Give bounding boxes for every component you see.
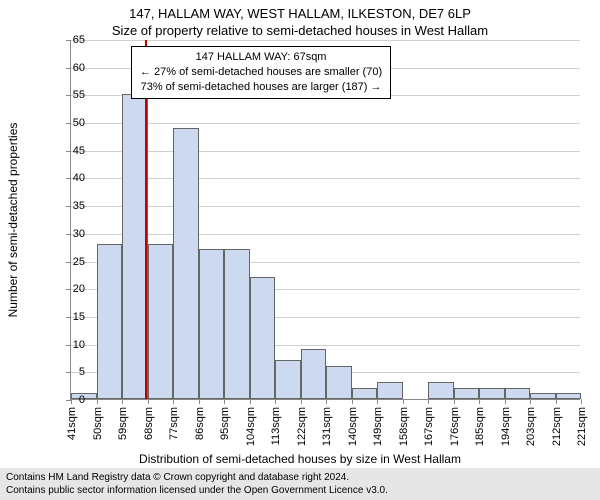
xtick-mark <box>352 399 353 404</box>
annotation-line2: ← 27% of semi-detached houses are smalle… <box>140 65 382 80</box>
xtick-label: 140sqm <box>347 407 359 451</box>
xtick-mark <box>454 399 455 404</box>
xtick-label: 194sqm <box>500 407 512 451</box>
histogram-bar <box>530 393 556 399</box>
xtick-mark <box>250 399 251 404</box>
ytick-label: 60 <box>35 62 85 74</box>
histogram-bar <box>250 277 276 399</box>
xtick-mark <box>224 399 225 404</box>
histogram-bar <box>148 244 174 399</box>
xtick-label: 104sqm <box>245 407 257 451</box>
histogram-bar <box>556 393 582 399</box>
histogram-bar <box>454 388 480 399</box>
histogram-bar <box>326 366 352 399</box>
xtick-mark <box>556 399 557 404</box>
ytick-label: 5 <box>35 366 85 378</box>
chart-title-line2: Size of property relative to semi-detach… <box>0 23 600 38</box>
xtick-mark <box>403 399 404 404</box>
xtick-label: 50sqm <box>92 407 104 451</box>
footer: Contains HM Land Registry data © Crown c… <box>0 468 600 500</box>
histogram-bar <box>352 388 378 399</box>
xtick-label: 221sqm <box>576 407 588 451</box>
xtick-label: 185sqm <box>474 407 486 451</box>
xtick-mark <box>122 399 123 404</box>
annotation-line3: 73% of semi-detached houses are larger (… <box>140 80 382 95</box>
plot-area: 147 HALLAM WAY: 67sqm ← 27% of semi-deta… <box>70 40 580 400</box>
ytick-label: 15 <box>35 311 85 323</box>
ytick-label: 30 <box>35 228 85 240</box>
ytick-label: 40 <box>35 172 85 184</box>
xtick-label: 158sqm <box>398 407 410 451</box>
footer-line1: Contains HM Land Registry data © Crown c… <box>6 471 594 484</box>
ytick-label: 10 <box>35 339 85 351</box>
x-axis-label: Distribution of semi-detached houses by … <box>0 452 600 466</box>
ytick-label: 65 <box>35 34 85 46</box>
xtick-mark <box>148 399 149 404</box>
xtick-label: 203sqm <box>525 407 537 451</box>
histogram-bar <box>224 249 250 399</box>
histogram-bar <box>377 382 403 399</box>
annotation-line1: 147 HALLAM WAY: 67sqm <box>140 50 382 65</box>
histogram-bar <box>301 349 327 399</box>
xtick-mark <box>530 399 531 404</box>
ytick-label: 55 <box>35 89 85 101</box>
xtick-label: 122sqm <box>296 407 308 451</box>
xtick-label: 212sqm <box>551 407 563 451</box>
xtick-label: 59sqm <box>117 407 129 451</box>
xtick-mark <box>505 399 506 404</box>
ytick-label: 0 <box>35 394 85 406</box>
xtick-mark <box>97 399 98 404</box>
annotation-box: 147 HALLAM WAY: 67sqm ← 27% of semi-deta… <box>131 46 391 99</box>
ytick-label: 50 <box>35 117 85 129</box>
xtick-label: 113sqm <box>270 407 282 451</box>
xtick-mark <box>581 399 582 404</box>
footer-line2: Contains public sector information licen… <box>6 484 594 497</box>
xtick-mark <box>275 399 276 404</box>
histogram-bar <box>275 360 301 399</box>
xtick-label: 167sqm <box>423 407 435 451</box>
xtick-label: 68sqm <box>143 407 155 451</box>
xtick-mark <box>199 399 200 404</box>
xtick-mark <box>173 399 174 404</box>
histogram-bar <box>505 388 531 399</box>
ytick-label: 20 <box>35 283 85 295</box>
histogram-bar <box>173 128 199 399</box>
chart-title-line1: 147, HALLAM WAY, WEST HALLAM, ILKESTON, … <box>0 6 600 21</box>
xtick-mark <box>301 399 302 404</box>
xtick-label: 86sqm <box>194 407 206 451</box>
xtick-label: 131sqm <box>321 407 333 451</box>
ytick-label: 45 <box>35 145 85 157</box>
xtick-mark <box>377 399 378 404</box>
xtick-label: 41sqm <box>66 407 78 451</box>
xtick-mark <box>428 399 429 404</box>
histogram-bar <box>199 249 225 399</box>
gridline-h <box>71 40 580 41</box>
xtick-label: 176sqm <box>449 407 461 451</box>
histogram-bar <box>97 244 123 399</box>
chart-container: 147, HALLAM WAY, WEST HALLAM, ILKESTON, … <box>0 0 600 500</box>
ytick-label: 25 <box>35 256 85 268</box>
histogram-bar <box>428 382 454 399</box>
xtick-label: 95sqm <box>219 407 231 451</box>
xtick-label: 77sqm <box>168 407 180 451</box>
ytick-label: 35 <box>35 200 85 212</box>
xtick-mark <box>479 399 480 404</box>
xtick-mark <box>326 399 327 404</box>
histogram-bar <box>479 388 505 399</box>
xtick-label: 149sqm <box>372 407 384 451</box>
